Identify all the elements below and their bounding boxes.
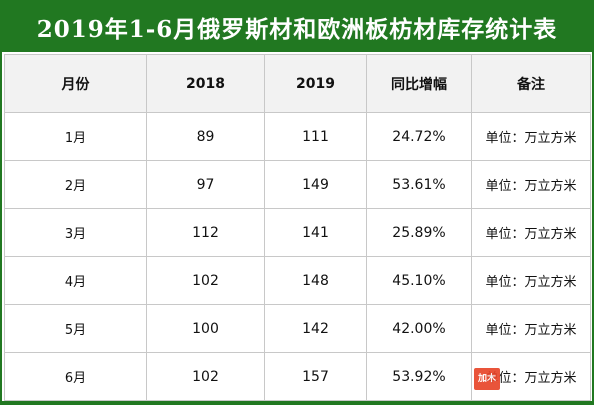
cell-month: 1月 [4, 112, 147, 161]
cell-note: 单位：万立方米 [471, 256, 591, 305]
cell-2019: 141 [264, 208, 367, 257]
cell-2019: 142 [264, 304, 367, 353]
table-row: 1月 89 111 24.72% 单位：万立方米 [4, 112, 591, 161]
cell-note: 单位：万立方米 [471, 112, 591, 161]
table-row: 4月 102 148 45.10% 单位：万立方米 [4, 256, 591, 305]
cell-2019: 111 [264, 112, 367, 161]
watermark-badge-text: 加木 [477, 373, 496, 384]
header-2019: 2019 [264, 54, 367, 113]
cell-yoy-growth: 45.10% [366, 256, 472, 305]
cell-yoy-growth: 42.00% [366, 304, 472, 353]
cell-2018: 102 [146, 256, 265, 305]
cell-2019: 149 [264, 160, 367, 209]
cell-yoy-growth: 53.92% [366, 352, 472, 401]
cell-month: 2月 [4, 160, 147, 209]
cell-note: 单位：万立方米 [471, 304, 591, 353]
table-row: 3月 112 141 25.89% 单位：万立方米 [4, 208, 591, 257]
cell-2018: 97 [146, 160, 265, 209]
cell-note: 单位：万立方米 [471, 160, 591, 209]
header-yoy-growth: 同比增幅 [366, 54, 472, 113]
cell-2018: 102 [146, 352, 265, 401]
cell-month: 6月 [4, 352, 147, 401]
table-row: 6月 102 157 53.92% 单位：万立方米 [4, 352, 591, 401]
cell-2018: 112 [146, 208, 265, 257]
header-month: 月份 [4, 54, 147, 113]
table-row: 2月 97 149 53.61% 单位：万立方米 [4, 160, 591, 209]
table-row: 5月 100 142 42.00% 单位：万立方米 [4, 304, 591, 353]
cell-month: 5月 [4, 304, 147, 353]
cell-note: 单位：万立方米 [471, 352, 591, 401]
cell-yoy-growth: 25.89% [366, 208, 472, 257]
inventory-table: 月份 2018 2019 同比增幅 备注 1月 89 111 24.72% 单位… [4, 54, 591, 401]
cell-note: 单位：万立方米 [471, 208, 591, 257]
header-2018: 2018 [146, 54, 265, 113]
header-note: 备注 [471, 54, 591, 113]
cell-yoy-growth: 53.61% [366, 160, 472, 209]
cell-2019: 148 [264, 256, 367, 305]
table-title: 2019年1-6月俄罗斯材和欧洲板枋材库存统计表 [2, 2, 592, 52]
cell-2018: 89 [146, 112, 265, 161]
cell-2018: 100 [146, 304, 265, 353]
header-row: 月份 2018 2019 同比增幅 备注 [4, 54, 591, 113]
watermark-logo: 加木 [474, 368, 500, 390]
cell-month: 3月 [4, 208, 147, 257]
cell-2019: 157 [264, 352, 367, 401]
cell-yoy-growth: 24.72% [366, 112, 472, 161]
cell-month: 4月 [4, 256, 147, 305]
